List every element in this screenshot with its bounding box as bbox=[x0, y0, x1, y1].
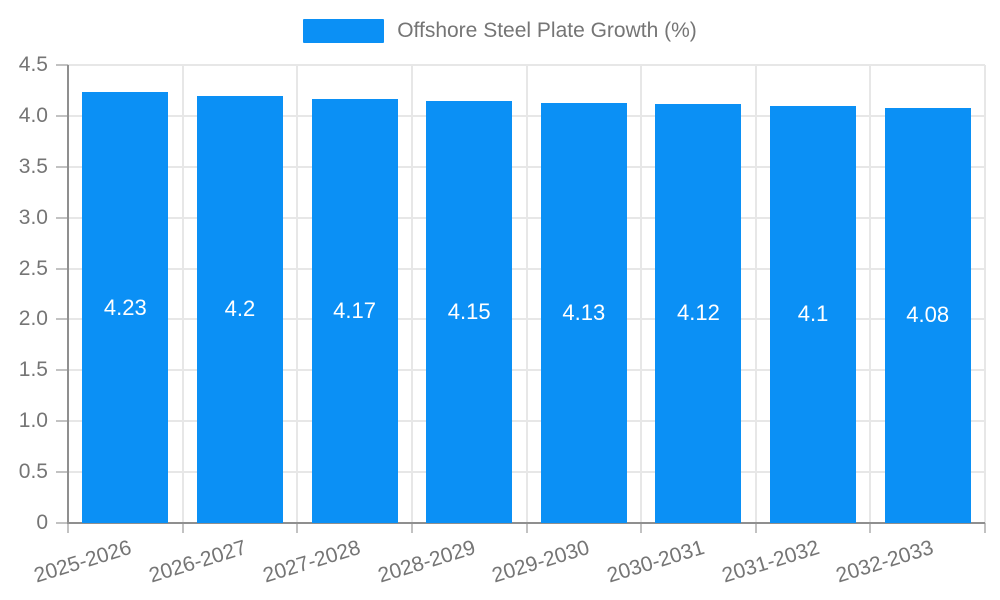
y-axis-tick bbox=[56, 267, 68, 270]
bar[interactable] bbox=[311, 98, 398, 523]
bar[interactable] bbox=[884, 107, 971, 523]
bar[interactable] bbox=[82, 92, 169, 523]
y-axis-tick bbox=[56, 369, 68, 372]
x-axis-tick bbox=[640, 523, 643, 533]
x-axis-label: 2032-2033 bbox=[833, 536, 937, 588]
x-axis-tick bbox=[296, 523, 299, 533]
bar[interactable] bbox=[196, 95, 283, 523]
bar[interactable] bbox=[426, 100, 513, 523]
y-axis-label: 0 bbox=[36, 511, 48, 534]
y-axis-tick bbox=[56, 318, 68, 321]
x-axis-label: 2029-2030 bbox=[489, 536, 593, 588]
grid-line-vertical bbox=[640, 65, 643, 523]
x-axis-label: 2028-2029 bbox=[375, 536, 478, 588]
x-axis-tick bbox=[181, 523, 184, 533]
x-axis-label: 2031-2032 bbox=[719, 536, 822, 588]
y-axis-tick bbox=[56, 522, 68, 524]
y-axis-tick bbox=[56, 216, 68, 219]
x-axis-label: 2027-2028 bbox=[260, 536, 364, 588]
x-axis-tick bbox=[754, 523, 757, 533]
x-axis-line bbox=[67, 522, 985, 524]
y-axis-tick bbox=[56, 471, 68, 474]
y-axis-label: 1.5 bbox=[18, 358, 48, 382]
grid-line-vertical bbox=[869, 65, 872, 523]
y-axis-label: 3.5 bbox=[18, 154, 48, 178]
y-axis-tick bbox=[56, 114, 68, 117]
grid-line-vertical bbox=[296, 65, 299, 523]
y-axis-label: 4.5 bbox=[18, 53, 48, 76]
legend-swatch-icon bbox=[303, 18, 385, 43]
bar[interactable] bbox=[540, 102, 627, 523]
x-axis-tick bbox=[525, 523, 528, 533]
y-axis-label: 4.0 bbox=[18, 103, 48, 127]
x-axis-label: 2025-2026 bbox=[31, 536, 135, 588]
y-axis-tick bbox=[56, 420, 68, 423]
legend-item[interactable]: Offshore Steel Plate Growth (%) bbox=[0, 18, 1000, 43]
grid-line-vertical bbox=[410, 65, 413, 523]
y-axis-label: 3.0 bbox=[18, 205, 48, 229]
y-axis-tick bbox=[56, 64, 68, 66]
legend-label: Offshore Steel Plate Growth (%) bbox=[397, 19, 697, 42]
y-axis-line bbox=[67, 65, 69, 523]
x-axis-tick bbox=[410, 523, 413, 533]
grid-line-vertical bbox=[181, 65, 184, 523]
y-axis-label: 2.5 bbox=[18, 256, 48, 280]
x-axis-label: 2030-2031 bbox=[604, 536, 708, 588]
grid-line-vertical bbox=[525, 65, 528, 523]
y-axis-tick bbox=[56, 165, 68, 168]
y-axis-label: 2.0 bbox=[18, 307, 48, 331]
x-axis-label: 2026-2027 bbox=[145, 536, 249, 588]
bar[interactable] bbox=[770, 105, 857, 523]
grid-line-vertical bbox=[754, 65, 757, 523]
x-axis-tick bbox=[984, 523, 986, 533]
grid-line-vertical bbox=[984, 65, 986, 523]
x-axis-tick bbox=[869, 523, 872, 533]
y-axis-label: 0.5 bbox=[18, 460, 48, 484]
x-axis-tick bbox=[67, 523, 69, 533]
bar[interactable] bbox=[655, 103, 742, 523]
y-axis-label: 1.0 bbox=[18, 409, 48, 433]
